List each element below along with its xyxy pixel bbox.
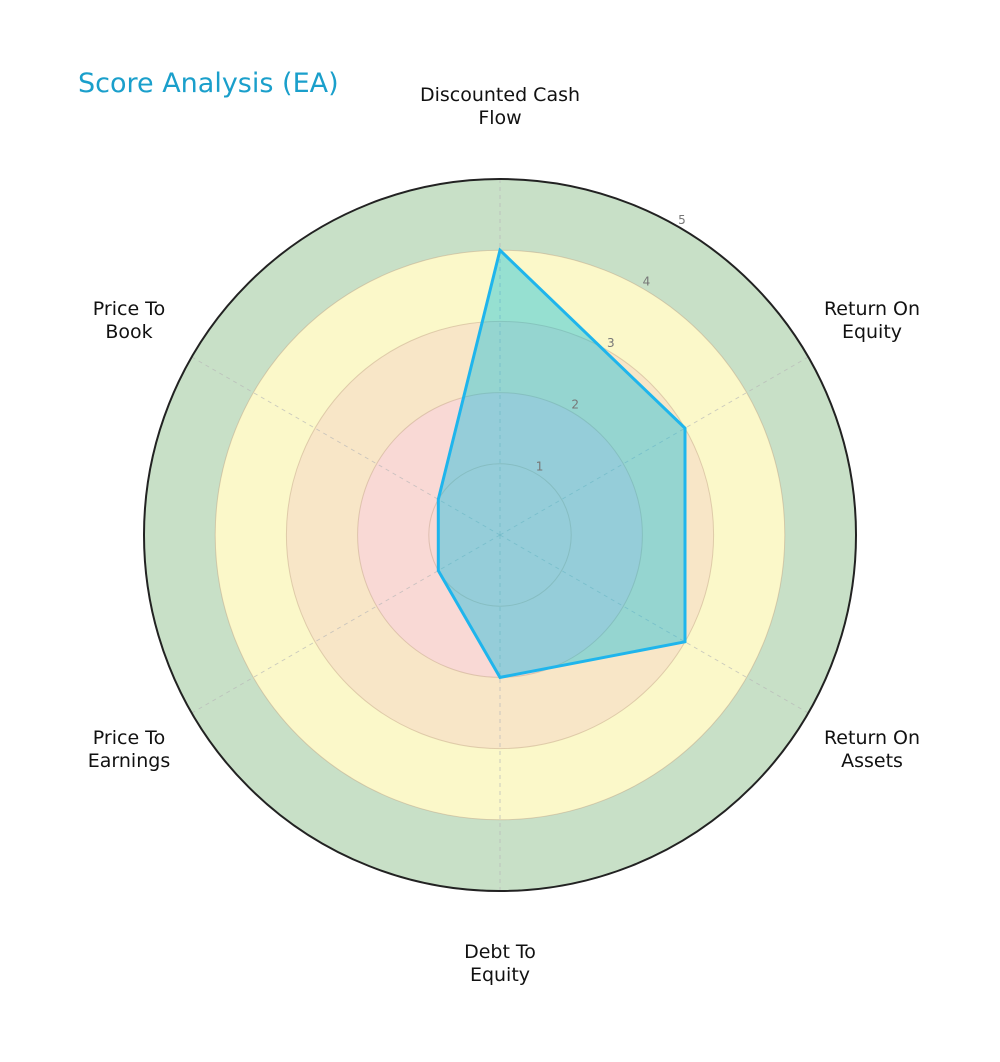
radar-tick-labels: 1 2 3 4 5	[536, 213, 686, 474]
radar-axis-labels: Discounted Cash Flow Return On Equity Return…	[88, 84, 920, 986]
tick-label-2: 2	[571, 398, 579, 412]
series-polygon-ea	[436, 247, 687, 680]
radar-outer-circle	[143, 178, 857, 892]
grid-spoke	[191, 534, 501, 714]
grid-spoke	[499, 534, 809, 714]
outer-circle	[143, 178, 857, 892]
axis-label-debt-to-equity: Debt To Equity	[464, 941, 536, 986]
grid-spoke	[191, 356, 501, 536]
radar-spokes	[191, 179, 809, 891]
axis-label-price-to-earnings: Price To Earnings	[88, 727, 170, 772]
tick-label-5: 5	[678, 213, 686, 227]
grid-spoke	[499, 356, 809, 536]
axis-label-return-on-equity: Return On Equity	[824, 298, 920, 343]
tick-label-4: 4	[643, 274, 651, 288]
axis-label-discounted-cash-flow: Discounted Cash Flow	[420, 84, 580, 129]
grid-ring-3	[285, 320, 715, 750]
tick-label-3: 3	[607, 336, 615, 350]
tick-label-1: 1	[536, 459, 544, 473]
axis-label-price-to-book: Price To Book	[93, 298, 165, 343]
chart-title: Score Analysis (EA)	[78, 68, 339, 99]
radar-series-polygon	[436, 247, 687, 680]
grid-ring-1	[428, 463, 572, 607]
axis-label-return-on-assets: Return On Assets	[824, 727, 920, 772]
